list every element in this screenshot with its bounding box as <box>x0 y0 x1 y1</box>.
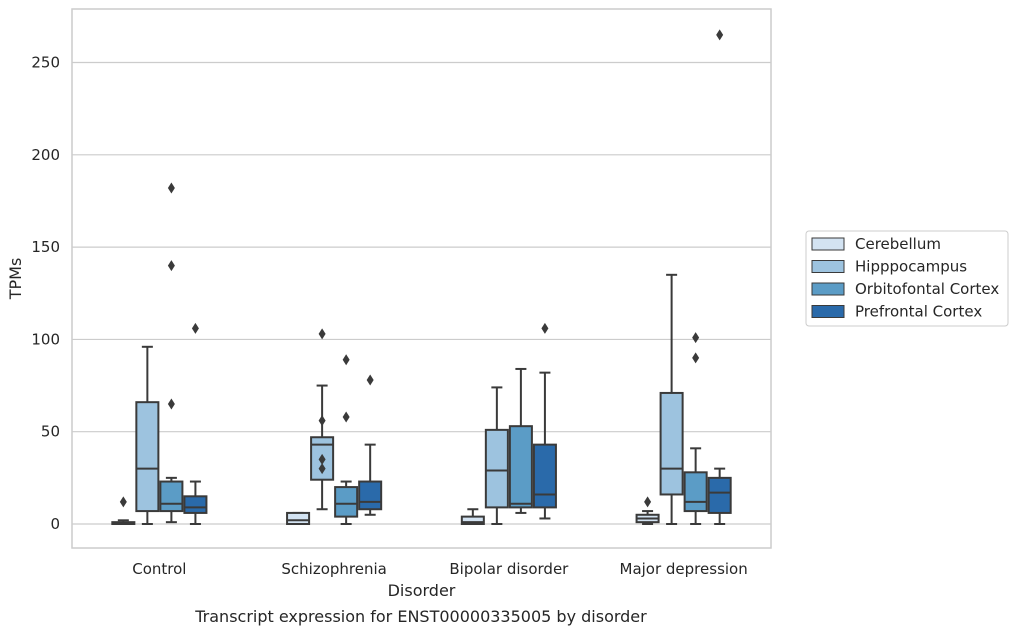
legend-frame <box>805 230 1009 327</box>
box-body <box>460 515 485 526</box>
box-cerebellum <box>286 511 311 526</box>
legend-item: Hipppocampus <box>811 258 967 276</box>
outlier-point <box>318 453 326 465</box>
legend-label: Orbitofontal Cortex <box>855 280 999 298</box>
x-axis-ticks: Control Schizophrenia Bipolar disorder Majo… <box>132 560 747 578</box>
box-body <box>484 428 509 509</box>
outlier-point <box>644 496 652 508</box>
box-body <box>659 391 684 496</box>
box-cerebellum <box>111 496 136 526</box>
outlier-point <box>541 322 549 334</box>
box-orbitofontal-cortex <box>683 332 708 526</box>
x-tick-label: Bipolar disorder <box>449 560 569 578</box>
legend-label: Prefrontal Cortex <box>855 303 982 321</box>
box-plot-boxes <box>111 29 732 526</box>
box-body <box>159 480 184 513</box>
outlier-point <box>366 374 374 386</box>
legend-swatch <box>811 305 845 318</box>
outlier-point <box>318 415 326 427</box>
box-body <box>707 476 732 514</box>
x-axis-label: Disorder <box>388 581 456 600</box>
box-prefrontal-cortex <box>707 29 732 526</box>
box-hipppocampus <box>659 273 684 526</box>
box-hipppocampus <box>135 345 160 526</box>
outlier-point <box>692 352 700 364</box>
box-orbitofontal-cortex <box>334 354 359 526</box>
box-hipppocampus <box>310 328 335 511</box>
outlier-point <box>692 332 700 344</box>
plot-frame <box>71 8 772 549</box>
y-tick-label: 50 <box>41 423 60 441</box>
legend: Cerebellum Hipppocampus Orbitofontal Corte… <box>805 230 1009 327</box>
y-tick-label: 150 <box>31 238 60 256</box>
legend-swatch <box>811 237 845 251</box>
outlier-point <box>318 463 326 475</box>
chart-caption: Transcript expression for ENST0000033500… <box>194 607 647 626</box>
y-tick-label: 200 <box>31 146 60 164</box>
legend-item: Prefrontal Cortex <box>811 303 982 321</box>
box-body <box>508 425 533 509</box>
x-tick-label: Schizophrenia <box>281 560 386 578</box>
outlier-point <box>167 260 175 272</box>
box-prefrontal-cortex <box>358 374 383 516</box>
legend-swatch <box>811 260 845 273</box>
box-body <box>183 495 208 514</box>
outlier-point <box>342 411 350 423</box>
x-tick-label: Control <box>132 560 186 578</box>
y-axis-ticks: 0 50 100 150 200 250 <box>31 54 60 533</box>
outlier-point <box>191 322 199 334</box>
outlier-point <box>167 398 175 410</box>
box-body <box>135 401 160 513</box>
box-body <box>358 480 383 511</box>
box-cerebellum <box>635 496 660 526</box>
legend-label: Hipppocampus <box>855 258 967 276</box>
y-axis-label: TPMs <box>6 258 25 301</box>
box-orbitofontal-cortex <box>159 182 184 524</box>
box-body <box>334 486 359 518</box>
grid-lines <box>72 61 771 525</box>
y-tick-label: 0 <box>50 515 60 533</box>
outlier-point <box>342 354 350 366</box>
y-tick-label: 250 <box>31 54 60 72</box>
box-orbitofontal-cortex <box>508 367 533 514</box>
box-cerebellum <box>460 508 485 526</box>
box-prefrontal-cortex <box>532 322 557 520</box>
x-tick-label: Major depression <box>620 560 748 578</box>
legend-item: Cerebellum <box>811 235 941 253</box>
box-body <box>286 511 311 526</box>
outlier-point <box>716 29 724 41</box>
box-prefrontal-cortex <box>183 322 208 526</box>
legend-item: Orbitofontal Cortex <box>811 280 999 298</box>
y-tick-label: 100 <box>31 330 60 348</box>
outlier-point <box>318 328 326 340</box>
box-body <box>532 443 557 509</box>
box-hipppocampus <box>484 386 509 526</box>
outlier-point <box>167 182 175 194</box>
legend-label: Cerebellum <box>855 235 941 253</box>
box-body <box>683 471 708 513</box>
outlier-point <box>119 496 127 508</box>
legend-swatch <box>811 282 845 296</box>
